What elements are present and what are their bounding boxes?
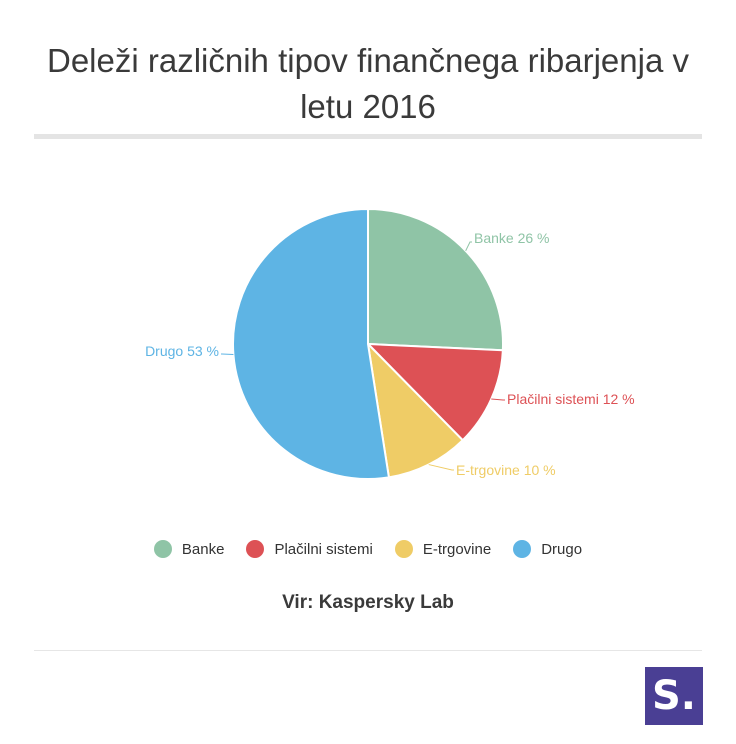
data-label-placilni-sistemi: Plačilni sistemi 12 % bbox=[507, 391, 635, 407]
pie-slice-placilni-sistemi[interactable] bbox=[365, 342, 504, 442]
data-label-drugo: Drugo 53 % bbox=[145, 343, 219, 359]
data-label-e-trgovine: E-trgovine 10 % bbox=[456, 462, 556, 478]
legend-item-banke[interactable]: Banke bbox=[153, 540, 225, 558]
footer-divider bbox=[34, 650, 702, 651]
legend-label: E-trgovine bbox=[422, 540, 492, 558]
legend-swatch bbox=[394, 540, 413, 558]
pie-slice-e-trgovine[interactable] bbox=[366, 341, 465, 479]
brand-logo[interactable]: S. bbox=[645, 667, 703, 725]
chart-title: Deleži različnih tipov finančnega ribarj… bbox=[46, 42, 689, 125]
leader-line-placilni-sistemi bbox=[491, 398, 505, 401]
legend-label: Plačilni sistemi bbox=[274, 540, 373, 558]
leader-line-banke bbox=[465, 241, 472, 252]
source-note: Vir: Kaspersky Lab bbox=[282, 592, 454, 613]
legend-label: Banke bbox=[181, 540, 225, 558]
leader-line-e-trgovine bbox=[428, 464, 454, 471]
chart-legend: Banke Plačilni sistemi E-trgovine Drugo bbox=[0, 540, 736, 558]
title-divider bbox=[34, 134, 702, 139]
pie-chart: Banke 26 % Plačilni sistemi 12 % E-trgovin… bbox=[145, 207, 635, 480]
pie-slice-drugo[interactable] bbox=[232, 207, 391, 480]
legend-item-drugo[interactable]: Drugo bbox=[513, 540, 582, 558]
legend-label: Drugo bbox=[541, 540, 583, 558]
legend-item-e-trgovine[interactable]: E-trgovine bbox=[394, 540, 492, 558]
legend-swatch bbox=[513, 540, 532, 558]
data-label-banke: Banke 26 % bbox=[474, 230, 550, 246]
pie-slice-banke[interactable] bbox=[367, 207, 504, 352]
legend-swatch bbox=[153, 540, 172, 558]
legend-item-placilni-sistemi[interactable]: Plačilni sistemi bbox=[246, 540, 373, 558]
legend-swatch bbox=[246, 540, 265, 558]
